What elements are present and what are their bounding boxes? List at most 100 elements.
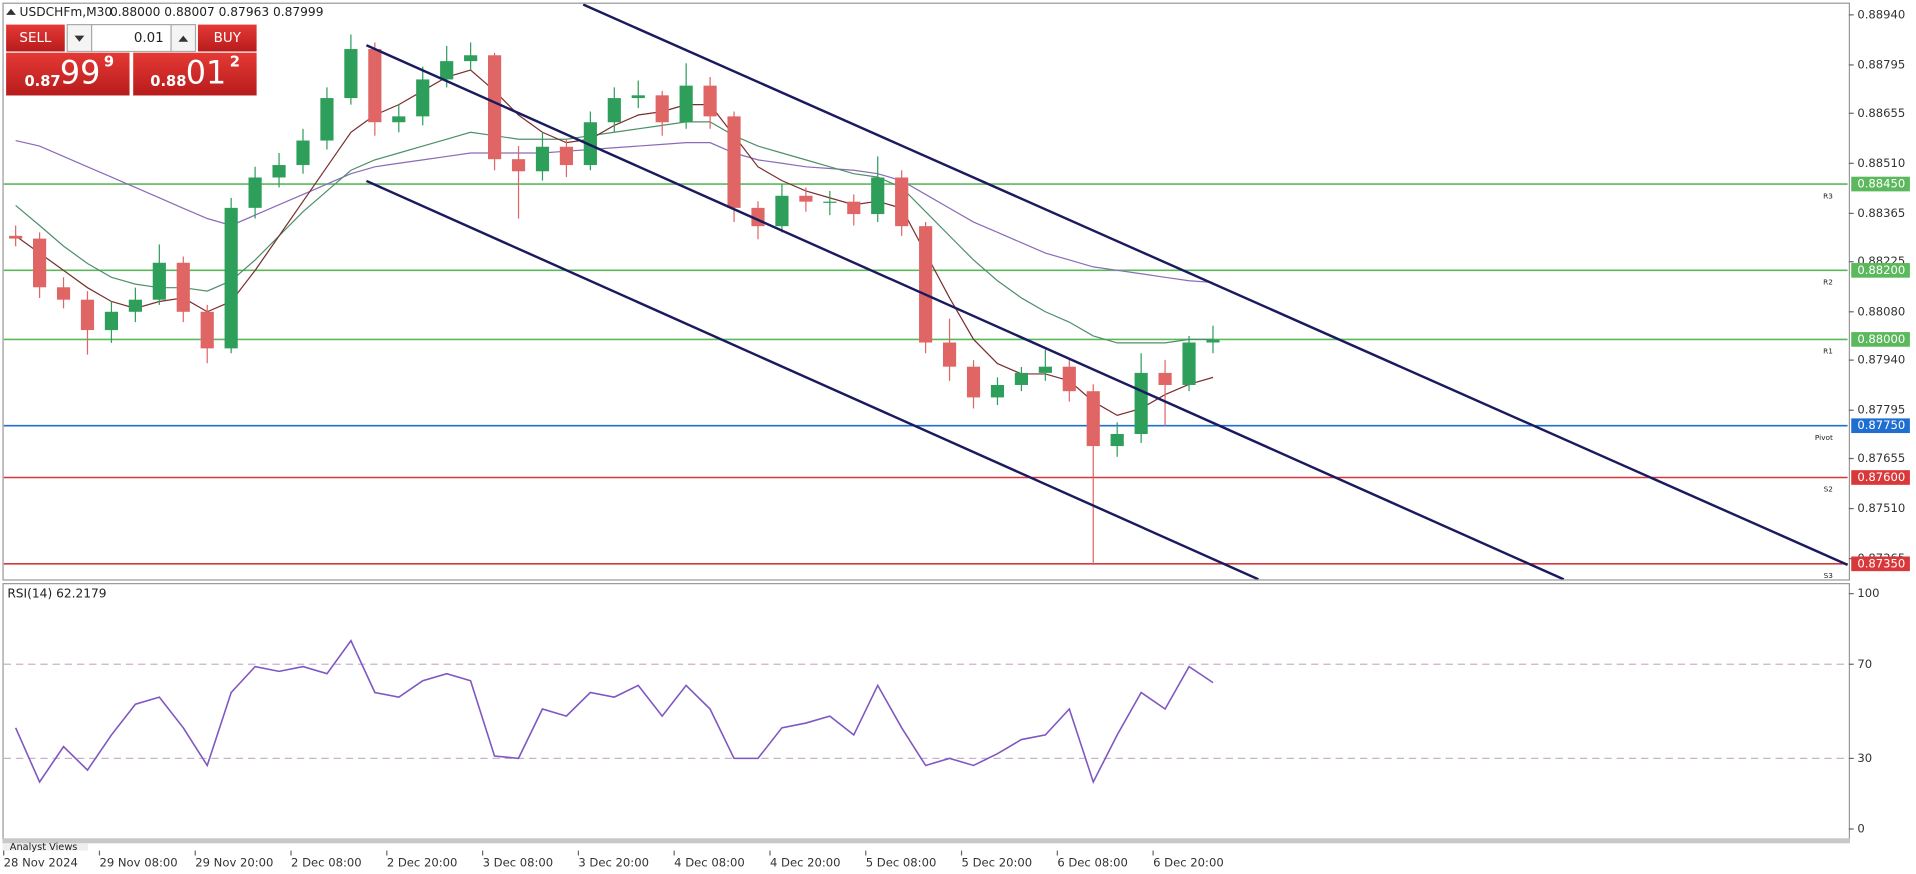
price-tag-label: 0.87350 [1857,556,1905,570]
candle-body [1158,372,1172,385]
candle-body [511,159,526,172]
axes: 0.889400.887950.886550.885100.883650.882… [3,7,1910,869]
candle-body [200,311,214,349]
price-tag-label: 0.87600 [1857,470,1905,484]
bid-prefix[interactable]: 0.87 [24,73,60,90]
y-tick-label: 0.87795 [1857,403,1905,417]
candle-body [1086,391,1100,447]
candle-body [1038,366,1052,373]
indicator-title: RSI(14) 62.2179 [7,587,106,601]
y-tick-label: 70 [1857,657,1872,671]
x-tick-label: 2 Dec 20:00 [387,855,458,869]
x-tick-label: 6 Dec 08:00 [1057,855,1128,869]
x-tick-label: 3 Dec 20:00 [578,855,649,869]
price-tag [1851,556,1910,572]
candle-body [942,342,957,367]
price-tag-label: 0.87750 [1857,418,1905,432]
candle-body [535,146,550,172]
candle-body [823,201,837,203]
y-tick-label: 0.88940 [1857,7,1905,21]
candle-body [895,177,909,227]
sell-button[interactable] [6,24,65,52]
symbol: USDCHFm,M30 [20,5,113,19]
pivot-level-name: S2 [1824,485,1833,494]
trade-panel: SELL 0.01 BUY 0.87 99 9 0.88 01 2 [6,23,257,96]
trend-channel-line [365,179,1259,580]
bid-big[interactable]: 99 [60,56,100,92]
ask-prefix[interactable]: 0.88 [150,73,186,90]
candle-body [679,85,693,123]
candle-body [607,98,621,123]
candle-body [1062,366,1076,392]
price-tag-label: 0.88000 [1857,332,1905,346]
candle-body [128,299,142,312]
candle-body [487,55,502,160]
candle-body [1206,339,1220,343]
x-tick-label: 2 Dec 08:00 [291,855,362,869]
y-tick-label: 0.88510 [1857,156,1905,170]
y-tick-label: 0.88080 [1857,304,1905,318]
candle-body [583,122,597,166]
buy-label[interactable]: BUY [214,31,242,46]
pivot-level-name: R3 [1823,191,1833,200]
candle-body [392,116,406,123]
candle-body [320,98,334,141]
price-tag [1851,176,1910,192]
collapse-icon[interactable] [6,8,16,15]
ask-small[interactable]: 2 [230,53,240,70]
footer-tab-label[interactable]: Analyst Views [10,842,78,853]
candle-body [152,262,166,300]
candle-body [966,366,981,398]
buy-button[interactable] [197,24,257,52]
x-tick-label: 5 Dec 20:00 [962,855,1033,869]
x-tick-label: 4 Dec 08:00 [674,855,745,869]
price-plot: R3 R2 R1 Pivot S2 S3 [3,3,1849,580]
pivot-level-name: Pivot [1815,433,1833,442]
lot-up-arrow[interactable] [178,35,189,42]
price-tag-label: 0.88450 [1857,177,1905,191]
candle-body [1182,342,1196,385]
rsi-plot [3,639,1848,785]
y-tick-label: 0.87940 [1857,353,1905,367]
lot-down-arrow[interactable] [74,35,85,42]
candle-body [1014,372,1028,385]
panel-separator [2,838,1851,844]
y-tick-label: 30 [1857,751,1872,765]
y-tick-label: 0.88365 [1857,206,1905,220]
candle-body [248,177,262,208]
x-tick-label: 5 Dec 08:00 [866,855,937,869]
ask-big[interactable]: 01 [186,56,226,92]
bid-small[interactable]: 9 [104,53,114,70]
candle-body [56,287,71,300]
bid-box[interactable] [6,52,130,96]
candle-body [33,238,47,288]
candle-body [344,49,358,99]
price-tag [1851,332,1910,347]
ask-box[interactable] [133,52,257,96]
lot-value[interactable]: 0.01 [134,31,164,46]
candle-body [296,140,310,166]
candle-body [176,262,190,312]
candle-body [464,55,478,62]
candle-body [104,311,119,331]
x-tick-label: 28 Nov 2024 [4,855,78,869]
candle-body [775,195,789,227]
candle-body [559,146,574,166]
sell-label[interactable]: SELL [19,31,52,46]
candle-body [847,201,861,215]
trend-channel-line [582,3,1849,566]
x-tick-label: 6 Dec 20:00 [1153,855,1224,869]
footer-tab[interactable] [2,843,88,851]
x-tick-label: 29 Nov 08:00 [99,855,177,869]
y-tick-label: 0.88795 [1857,57,1905,71]
price-tag [1851,470,1910,485]
y-tick-label: 0.87655 [1857,451,1905,465]
candle-body [703,85,717,117]
candle-body [440,61,454,80]
price-tag [1851,418,1910,434]
x-tick-label: 3 Dec 08:00 [483,855,554,869]
candle-body [224,207,238,349]
y-tick-label: 0.87510 [1857,501,1905,515]
candle-body [1134,372,1148,435]
